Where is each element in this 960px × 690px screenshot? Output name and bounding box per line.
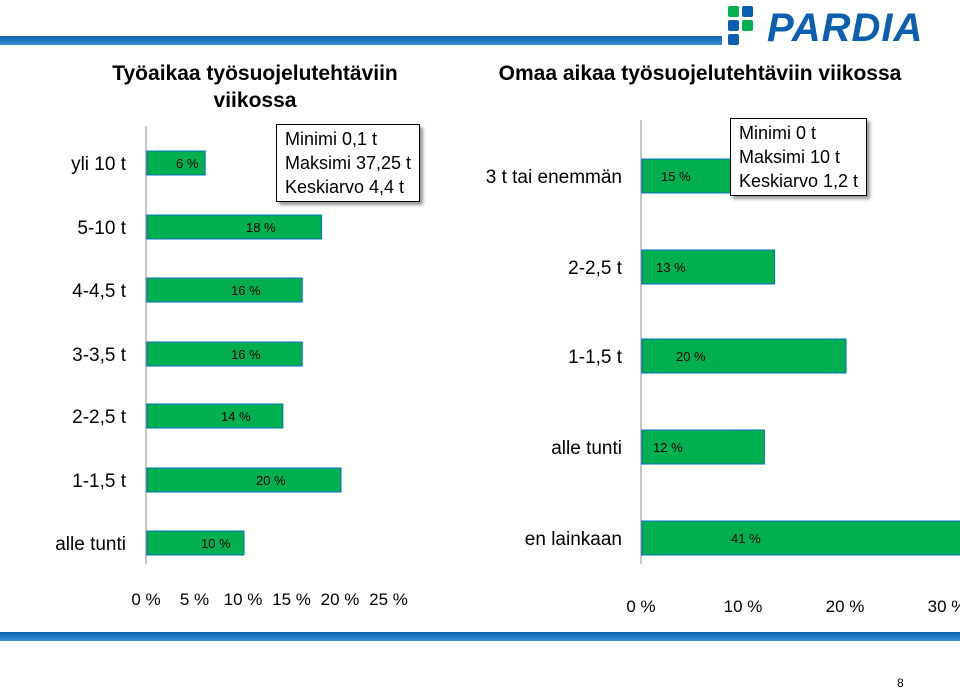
left-stats-box: Minimi 0,1 t Maksimi 37,25 t Keskiarvo 4… bbox=[276, 124, 421, 202]
right-bar bbox=[641, 338, 847, 374]
left-category-label: yli 10 t bbox=[71, 154, 127, 175]
left-bar bbox=[146, 150, 206, 176]
left-bar-value-label: 20 % bbox=[256, 473, 286, 488]
left-bar-value-label: 10 % bbox=[201, 536, 231, 551]
pardia-logo: PARDIA bbox=[722, 4, 954, 50]
right-x-tick-label: 20 % bbox=[826, 597, 865, 616]
right-bar-value-label: 12 % bbox=[653, 440, 683, 455]
right-stat-min: Minimi 0 t bbox=[739, 123, 817, 143]
right-x-tick-label: 10 % bbox=[724, 597, 763, 616]
left-bar bbox=[146, 403, 284, 429]
left-x-tick-label: 15 % bbox=[272, 590, 311, 609]
logo-mark-icon bbox=[728, 6, 753, 45]
right-x-tick-label: 0 % bbox=[626, 597, 655, 616]
left-bar bbox=[146, 277, 303, 303]
top-accent-bar bbox=[0, 36, 722, 45]
left-x-tick-label: 0 % bbox=[131, 590, 160, 609]
left-category-label: 2-2,5 t bbox=[72, 407, 127, 428]
bottom-accent-bar bbox=[0, 632, 960, 641]
right-category-label: alle tunti bbox=[551, 438, 622, 459]
left-bar-value-label: 6 % bbox=[176, 156, 199, 171]
right-bar-value-label: 41 % bbox=[731, 531, 761, 546]
right-bar bbox=[641, 520, 960, 556]
left-bar bbox=[146, 467, 342, 493]
left-category-label: alle tunti bbox=[55, 534, 126, 555]
right-stat-max: Maksimi 10 t bbox=[739, 147, 841, 167]
right-category-label: en lainkaan bbox=[525, 529, 622, 550]
left-x-tick-label: 5 % bbox=[180, 590, 209, 609]
logo-text: PARDIA bbox=[767, 6, 924, 50]
left-x-tick-label: 10 % bbox=[224, 590, 263, 609]
left-bar bbox=[146, 530, 245, 556]
left-bar-value-label: 14 % bbox=[221, 409, 251, 424]
right-category-label: 2-2,5 t bbox=[568, 258, 623, 279]
right-category-label: 3 t tai enemmän bbox=[486, 167, 622, 188]
right-x-tick-label: 30 % bbox=[928, 597, 960, 616]
left-category-label: 4-4,5 t bbox=[72, 281, 127, 302]
left-bar bbox=[146, 341, 303, 367]
right-chart-title: Omaa aikaa työsuojelutehtäviin viikossa bbox=[498, 62, 902, 85]
right-bar-value-label: 20 % bbox=[676, 349, 706, 364]
left-stat-avg: Keskiarvo 4,4 t bbox=[285, 177, 405, 197]
right-bar bbox=[641, 249, 776, 285]
left-category-label: 3-3,5 t bbox=[72, 345, 127, 366]
left-bar-value-label: 16 % bbox=[231, 283, 261, 298]
left-category-label: 1-1,5 t bbox=[72, 471, 127, 492]
left-category-label: 5-10 t bbox=[77, 218, 126, 239]
left-x-tick-label: 25 % bbox=[369, 590, 408, 609]
left-x-tick-label: 20 % bbox=[321, 590, 360, 609]
right-bar-value-label: 15 % bbox=[661, 169, 691, 184]
right-category-label: 1-1,5 t bbox=[568, 347, 623, 368]
right-stat-avg: Keskiarvo 1,2 t bbox=[739, 171, 859, 191]
right-bar bbox=[641, 429, 765, 465]
left-bar-value-label: 16 % bbox=[231, 347, 261, 362]
left-bar bbox=[146, 214, 323, 240]
page-number: 8 bbox=[897, 676, 904, 690]
right-stats-box: Minimi 0 t Maksimi 10 t Keskiarvo 1,2 t bbox=[730, 118, 868, 196]
right-bar-value-label: 13 % bbox=[656, 260, 686, 275]
left-stat-max: Maksimi 37,25 t bbox=[285, 153, 412, 173]
left-stat-min: Minimi 0,1 t bbox=[285, 129, 378, 149]
left-chart-title: Työaikaa työsuojelutehtäviin viikossa bbox=[112, 62, 398, 112]
left-bar-value-label: 18 % bbox=[246, 220, 276, 235]
